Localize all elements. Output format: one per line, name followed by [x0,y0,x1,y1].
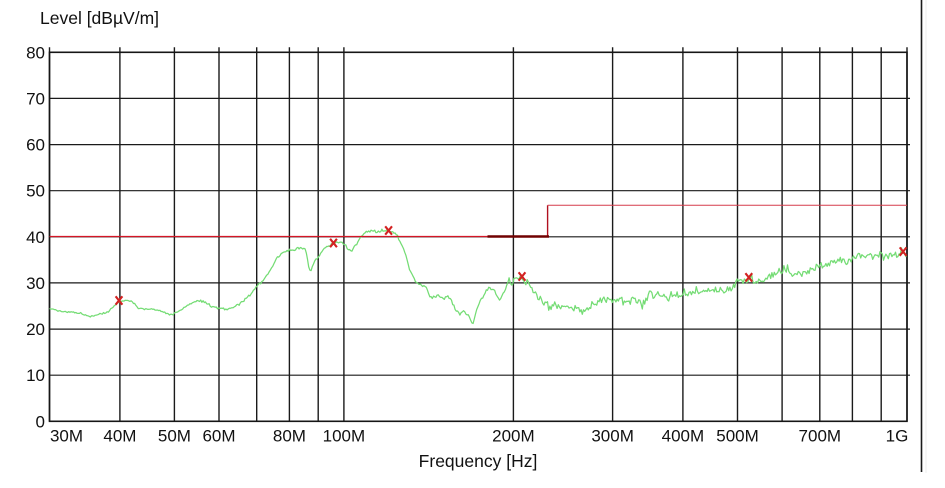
svg-text:400M: 400M [662,427,705,446]
svg-text:200M: 200M [492,427,535,446]
svg-text:80: 80 [26,43,45,62]
svg-text:Level [dBµV/m]: Level [dBµV/m] [40,8,159,28]
svg-text:0: 0 [36,412,45,431]
svg-text:100M: 100M [323,427,366,446]
svg-text:30M: 30M [50,427,83,446]
svg-text:10: 10 [26,366,45,385]
svg-text:50M: 50M [158,427,191,446]
svg-text:500M: 500M [716,427,759,446]
svg-text:80M: 80M [273,427,306,446]
svg-text:60: 60 [26,136,45,155]
svg-text:40M: 40M [103,427,136,446]
svg-text:30: 30 [26,274,45,293]
svg-text:70: 70 [26,89,45,108]
svg-text:700M: 700M [799,427,842,446]
svg-text:Frequency [Hz]: Frequency [Hz] [419,451,538,471]
svg-text:40: 40 [26,228,45,247]
svg-text:60M: 60M [202,427,235,446]
svg-text:20: 20 [26,320,45,339]
svg-text:300M: 300M [591,427,634,446]
svg-text:1G: 1G [886,427,909,446]
svg-text:50: 50 [26,182,45,201]
